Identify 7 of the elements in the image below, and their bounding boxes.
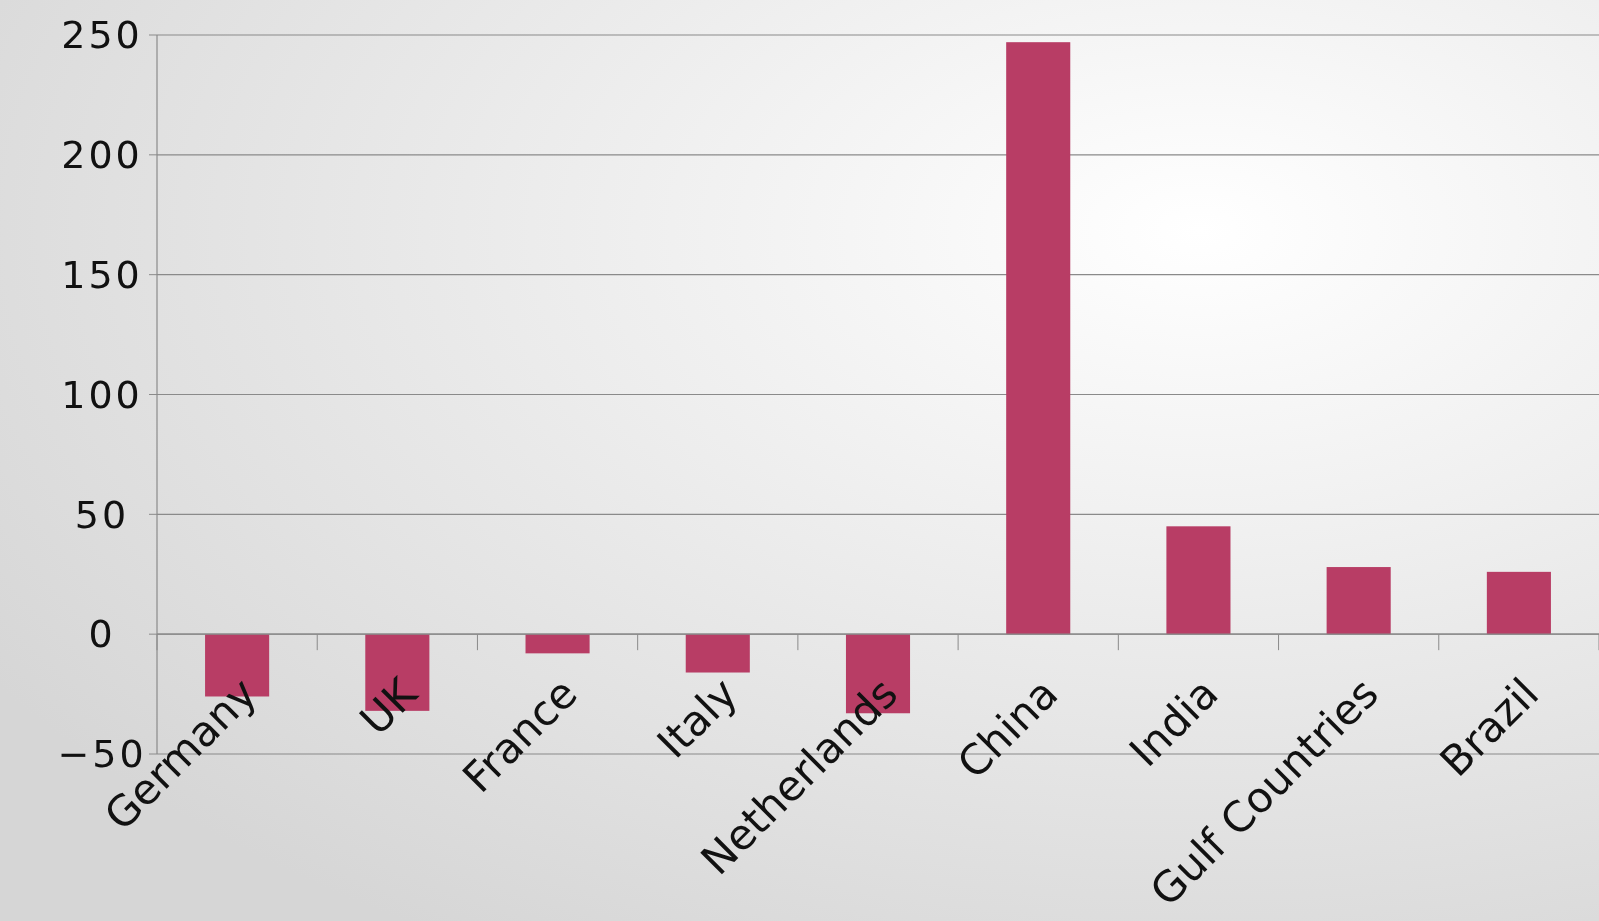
y-tick-label: 50 (74, 492, 130, 537)
y-tick-label: 150 (61, 252, 143, 297)
x-tick-label: UK (350, 667, 428, 745)
y-tick-label: 250 (61, 13, 143, 58)
y-tick-label: 100 (61, 372, 143, 417)
y-tick-label: 200 (61, 133, 143, 178)
y-tick-label: 0 (88, 612, 116, 657)
